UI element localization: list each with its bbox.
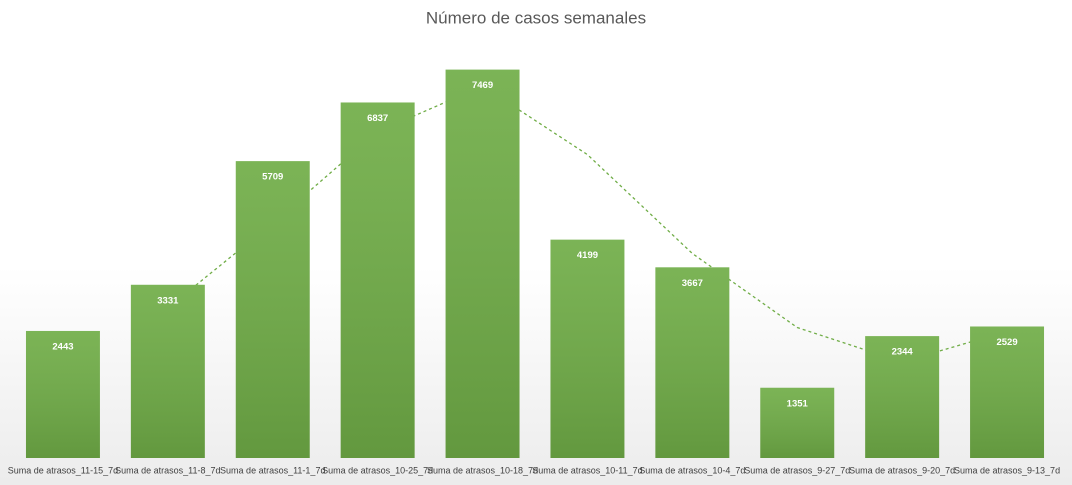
bar-shade — [655, 267, 730, 458]
bar-shade — [550, 239, 625, 458]
x-tick-label: Suma de atrasos_9-20_7d — [849, 465, 955, 475]
x-tick-label: Suma de atrasos_10-18_7d — [427, 465, 538, 475]
value-label: 2529 — [996, 337, 1017, 348]
bar-shade — [340, 102, 415, 458]
value-label: 6837 — [367, 113, 388, 124]
x-tick-label: Suma de atrasos_11-8_7d — [115, 465, 220, 475]
value-label: 1351 — [787, 398, 809, 409]
bar-shade — [760, 387, 835, 458]
value-label: 3667 — [682, 278, 703, 289]
x-tick-label: Suma de atrasos_9-13_7d — [954, 465, 1060, 475]
bar-shade — [130, 284, 205, 458]
x-tick-label: Suma de atrasos_10-11_7d — [532, 465, 642, 475]
bar-shade — [25, 330, 100, 458]
x-tick-label: Suma de atrasos_10-25_7d — [322, 465, 433, 475]
value-label: 7469 — [472, 80, 493, 91]
x-tick-label: Suma de atrasos_11-15_7d — [8, 465, 118, 475]
bar-shade — [970, 326, 1045, 458]
bar-shade — [235, 161, 310, 458]
x-tick-label: Suma de atrasos_10-4_7d — [639, 465, 745, 475]
value-label: 2344 — [892, 347, 914, 358]
bar-shade — [865, 336, 940, 458]
value-label: 4199 — [577, 250, 598, 261]
chart-title: Número de casos semanales — [426, 8, 646, 27]
value-label: 5709 — [262, 172, 283, 183]
bar-shade — [445, 69, 520, 458]
value-label: 2443 — [52, 341, 73, 352]
x-tick-label: Suma de atrasos_9-27_7d — [744, 465, 850, 475]
value-label: 3331 — [157, 295, 179, 306]
x-tick-label: Suma de atrasos_11-1_7d — [220, 465, 325, 475]
